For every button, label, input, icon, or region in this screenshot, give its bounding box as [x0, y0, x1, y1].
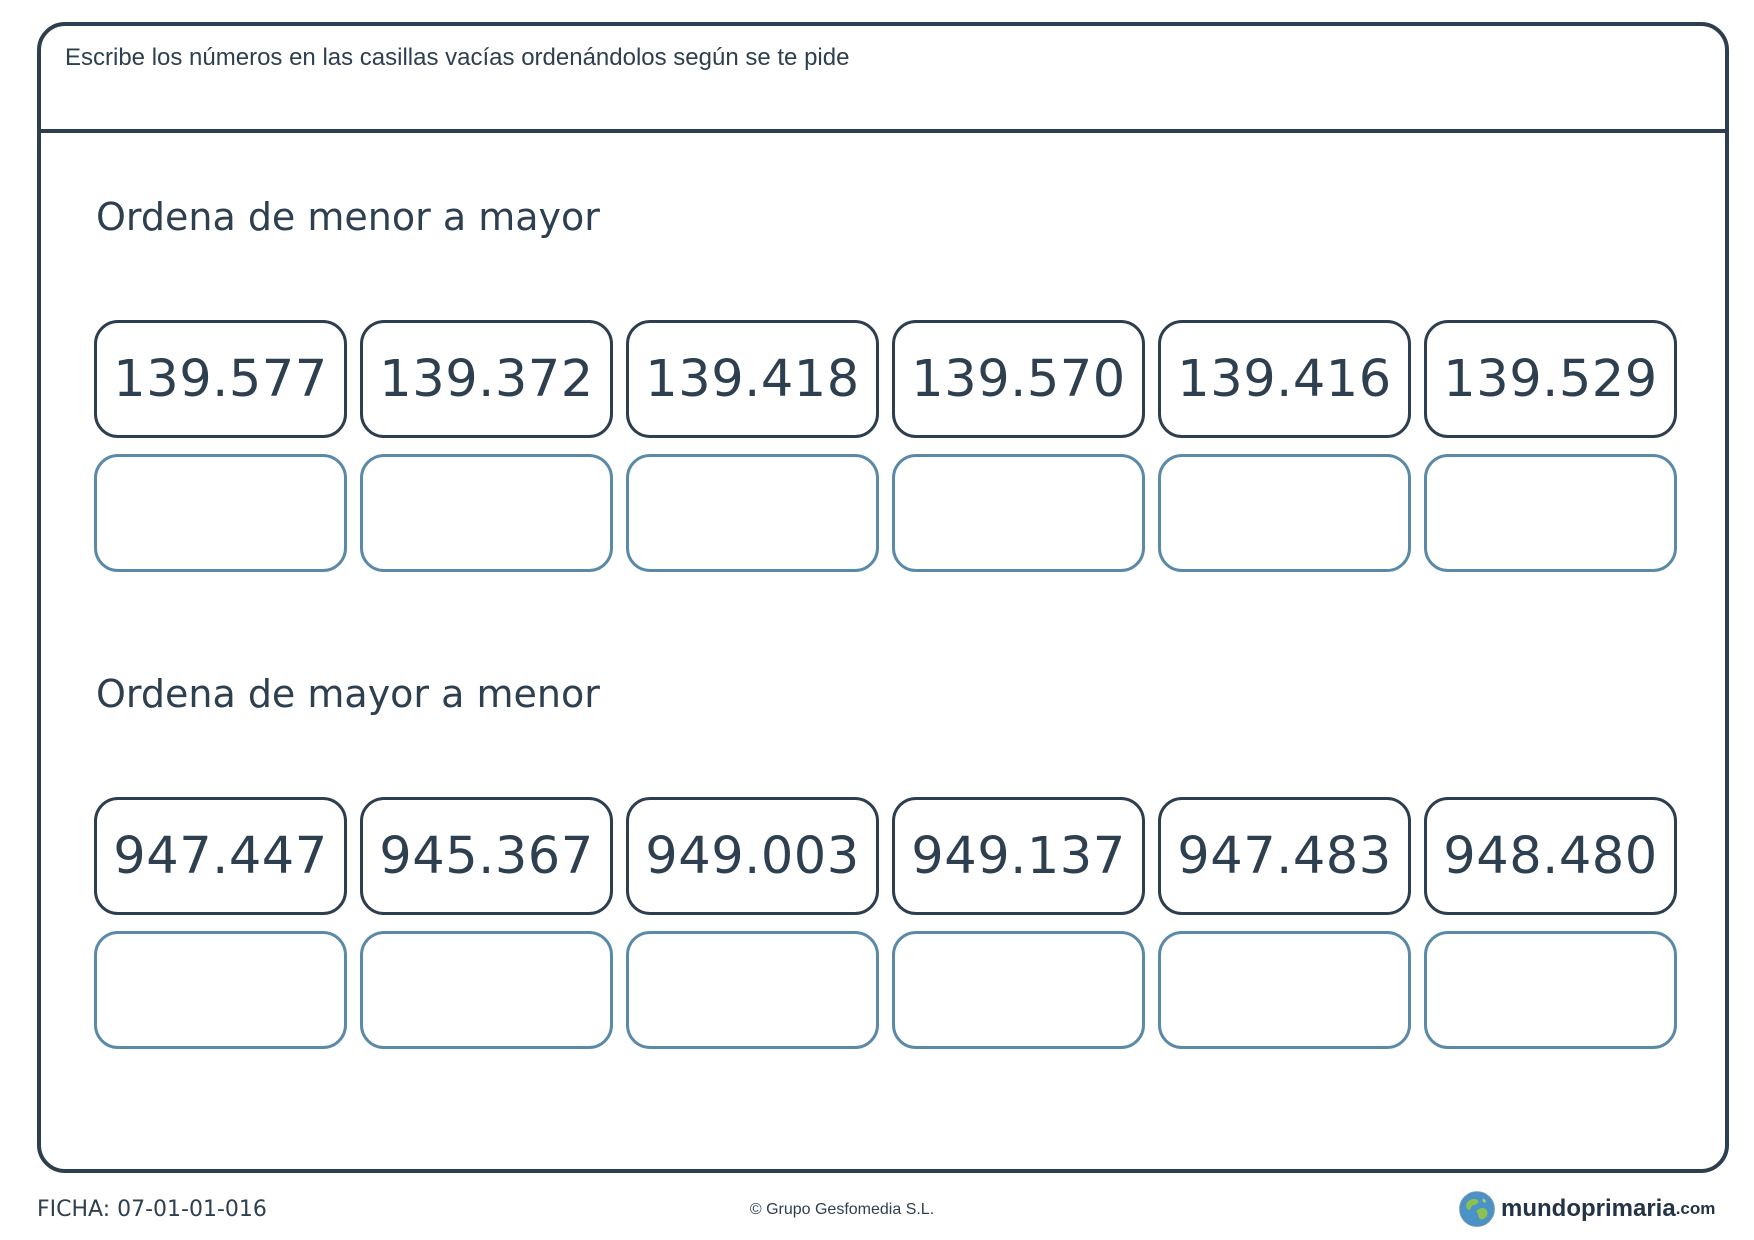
mundoprimaria-logo: mundoprimaria .com: [1458, 1189, 1715, 1229]
answer-box: [1158, 931, 1411, 1049]
answer-box: [94, 454, 347, 572]
section-heading-ascending: Ordena de menor a mayor: [96, 195, 600, 239]
number-box: 949.003: [626, 797, 879, 915]
number-row-descending: 947.447 945.367 949.003 949.137 947.483 …: [94, 797, 1678, 915]
number-box: 947.483: [1158, 797, 1411, 915]
worksheet-frame: [37, 22, 1729, 1173]
answer-box: [360, 454, 613, 572]
answer-box: [94, 931, 347, 1049]
answer-row-ascending: [94, 454, 1678, 572]
number-box: 139.577: [94, 320, 347, 438]
copyright-text: © Grupo Gesfomedia S.L.: [749, 1201, 935, 1218]
ficha-code: FICHA: 07-01-01-016: [37, 1197, 267, 1222]
number-box: 139.570: [892, 320, 1145, 438]
number-box: 945.367: [360, 797, 613, 915]
answer-box: [626, 454, 879, 572]
answer-box: [360, 931, 613, 1049]
number-box: 139.529: [1424, 320, 1677, 438]
logo-suffix: .com: [1675, 1199, 1716, 1218]
answer-box: [1424, 454, 1677, 572]
section-heading-descending: Ordena de mayor a menor: [96, 672, 600, 716]
answer-box: [892, 931, 1145, 1049]
number-row-ascending: 139.577 139.372 139.418 139.570 139.416 …: [94, 320, 1678, 438]
header-divider: [37, 129, 1729, 133]
number-box: 139.418: [626, 320, 879, 438]
number-box: 948.480: [1424, 797, 1677, 915]
number-box: 947.447: [94, 797, 347, 915]
answer-box: [1424, 931, 1677, 1049]
instruction-text: Escribe los números en las casillas vací…: [65, 44, 850, 71]
answer-box: [892, 454, 1145, 572]
number-box: 949.137: [892, 797, 1145, 915]
globe-icon: [1458, 1190, 1496, 1228]
answer-box: [1158, 454, 1411, 572]
number-box: 139.416: [1158, 320, 1411, 438]
logo-name: mundoprimaria: [1501, 1195, 1676, 1222]
answer-row-descending: [94, 931, 1678, 1049]
number-box: 139.372: [360, 320, 613, 438]
answer-box: [626, 931, 879, 1049]
